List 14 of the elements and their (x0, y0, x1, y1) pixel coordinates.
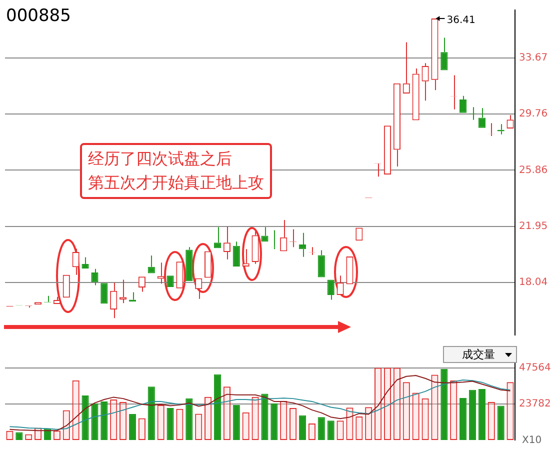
chart-title: 000885 (6, 6, 71, 26)
y-tick-label: 18.04 (519, 277, 548, 288)
annotation: 第五次才开始真正地上攻 (88, 172, 264, 194)
y-tick-label: 25.86 (519, 164, 548, 176)
dropdown: 成交量 (443, 346, 517, 363)
y-tick-label: 47564 (519, 362, 551, 374)
y-tick-label: 23782 (519, 398, 551, 410)
y-tick-label: 29.76 (519, 108, 548, 120)
annotation: 经历了四次试盘之后 (88, 148, 233, 170)
annotation: 36.41 (446, 15, 476, 26)
y-tick-label: 21.95 (519, 221, 548, 232)
y-tick-label: 33.67 (519, 52, 548, 64)
text: X10 (522, 435, 542, 446)
annotation: 成交量 (462, 347, 495, 362)
